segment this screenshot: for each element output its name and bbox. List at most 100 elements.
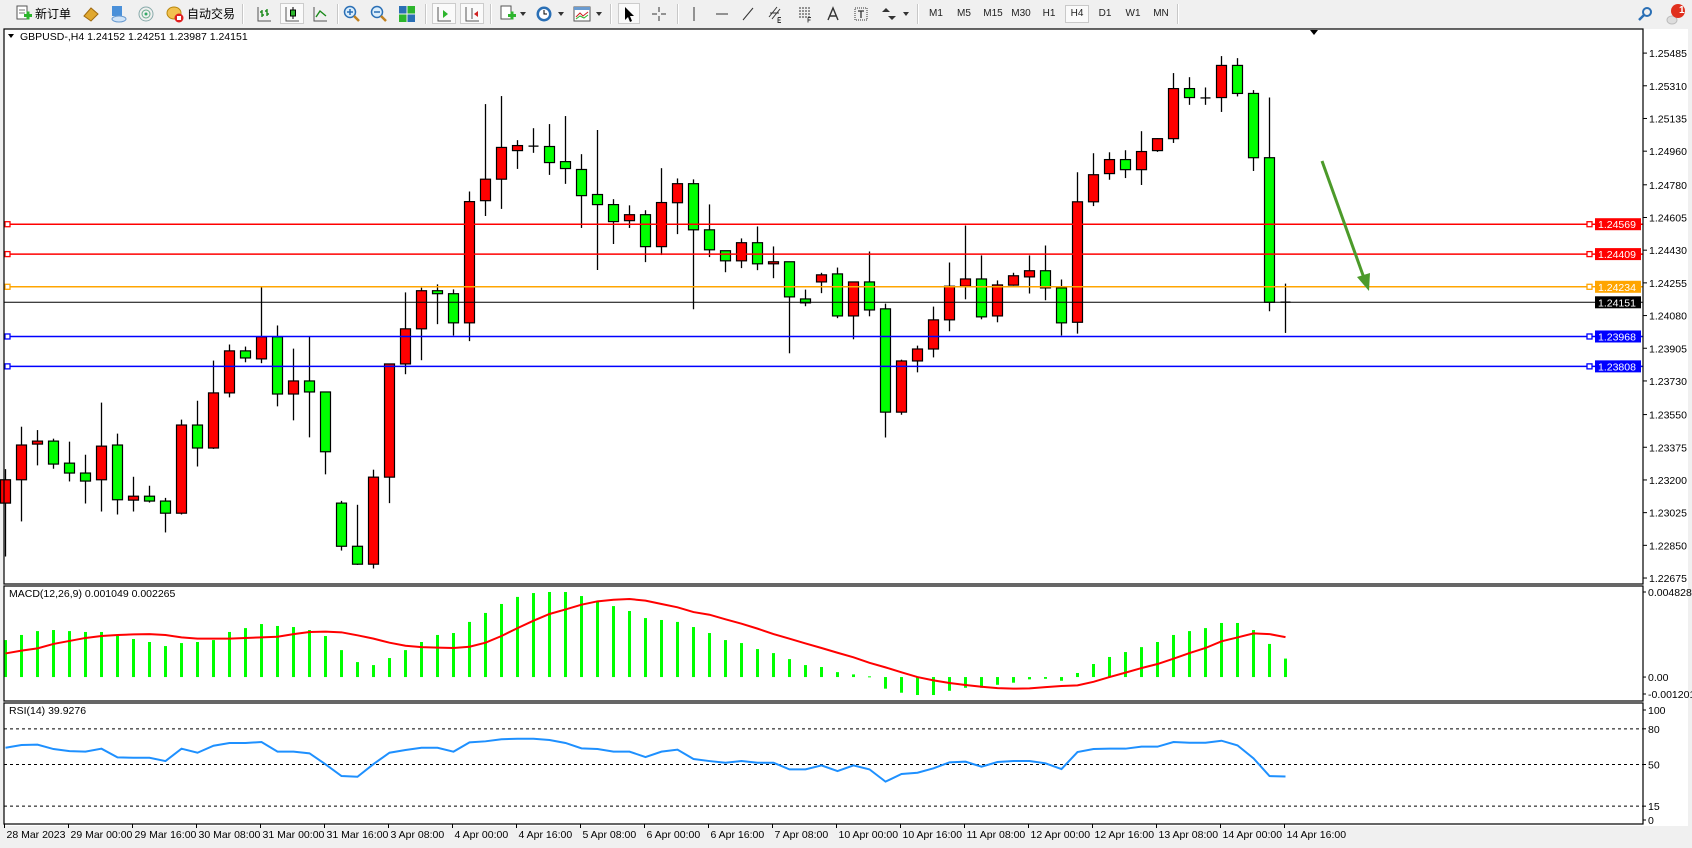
level-handle-left[interactable] — [4, 250, 11, 258]
timeframe-w1[interactable]: W1 — [1125, 8, 1141, 19]
candle[interactable] — [159, 497, 172, 533]
candle[interactable] — [703, 204, 716, 258]
candle[interactable] — [911, 345, 924, 373]
chart-shift-button[interactable] — [460, 3, 484, 24]
auto-trading-button[interactable]: 自动交易 — [163, 3, 237, 24]
candle[interactable] — [543, 124, 556, 175]
candle[interactable] — [1247, 90, 1260, 171]
candle[interactable] — [895, 359, 908, 415]
candle[interactable] — [495, 96, 508, 209]
level-handle-right[interactable] — [1586, 283, 1593, 290]
candle[interactable] — [31, 430, 44, 466]
candle[interactable] — [415, 287, 428, 361]
line-chart-button[interactable] — [310, 3, 330, 24]
candle[interactable] — [447, 289, 460, 336]
candle[interactable] — [783, 261, 796, 354]
candle[interactable] — [575, 154, 588, 228]
bar-chart-button[interactable] — [254, 3, 274, 24]
candle[interactable] — [463, 191, 476, 342]
candle[interactable] — [528, 128, 539, 153]
rsi-pane[interactable] — [4, 728, 1643, 807]
level-handle-right[interactable] — [1586, 221, 1593, 228]
notifications-button[interactable]: 1 — [1664, 3, 1688, 24]
candle[interactable] — [607, 199, 620, 245]
candle[interactable] — [751, 226, 764, 271]
candle[interactable] — [1007, 272, 1020, 286]
periods-button[interactable] — [534, 3, 554, 24]
candle[interactable] — [207, 360, 220, 449]
candle[interactable] — [927, 306, 940, 358]
candle[interactable] — [1103, 152, 1116, 180]
candle[interactable] — [1183, 77, 1196, 105]
candle[interactable] — [511, 140, 524, 169]
candle[interactable] — [687, 179, 700, 310]
candle[interactable] — [815, 272, 828, 294]
candle[interactable] — [63, 441, 76, 482]
macd-pane[interactable] — [4, 591, 1287, 696]
candle[interactable] — [1167, 73, 1180, 143]
candle[interactable] — [239, 346, 252, 363]
candle[interactable] — [319, 391, 332, 475]
level-handle-left[interactable] — [4, 333, 11, 340]
candle[interactable] — [15, 426, 28, 522]
arrows-button[interactable] — [879, 3, 899, 24]
horizontal-line-button[interactable] — [712, 3, 732, 24]
candle[interactable] — [1055, 279, 1068, 336]
auto-scroll-button[interactable] — [432, 3, 456, 24]
symbol-menu-triangle-icon[interactable] — [8, 34, 14, 38]
candle[interactable] — [1135, 131, 1148, 185]
candle[interactable] — [367, 469, 380, 569]
level-handle-left[interactable] — [4, 363, 11, 370]
candle[interactable] — [559, 116, 572, 184]
timeframe-m5[interactable]: M5 — [957, 8, 971, 19]
text-button[interactable] — [823, 3, 843, 24]
candle[interactable] — [1200, 87, 1211, 105]
candle[interactable] — [1119, 150, 1132, 179]
new-order-button[interactable]: 新订单 — [14, 3, 72, 24]
candle[interactable] — [127, 476, 140, 512]
indicators-button[interactable] — [498, 3, 518, 24]
timeframe-d1[interactable]: D1 — [1098, 8, 1112, 19]
candle[interactable] — [799, 289, 812, 307]
candle[interactable] — [287, 348, 300, 421]
candle[interactable] — [143, 485, 156, 503]
candle[interactable] — [479, 104, 492, 216]
market-watch-button[interactable] — [81, 3, 101, 24]
candle[interactable] — [0, 469, 12, 557]
candle[interactable] — [1231, 58, 1244, 97]
level-handle-left[interactable] — [4, 221, 11, 228]
candle[interactable] — [303, 336, 316, 438]
text-label-button[interactable] — [851, 3, 871, 24]
candle[interactable] — [1215, 56, 1228, 112]
zoom-out-button[interactable] — [369, 3, 389, 24]
templates-button[interactable] — [572, 3, 592, 24]
timeframe-mn[interactable]: MN — [1153, 8, 1169, 19]
candle[interactable] — [1071, 172, 1084, 334]
candle[interactable] — [831, 267, 844, 319]
search-button[interactable] — [1636, 3, 1654, 24]
timeframe-m30[interactable]: M30 — [1011, 8, 1031, 19]
tile-windows-button[interactable] — [397, 3, 417, 24]
trendline-button[interactable] — [738, 3, 758, 24]
equidistant-channel-button[interactable] — [765, 3, 785, 24]
candle[interactable] — [399, 292, 412, 375]
candle[interactable] — [383, 363, 396, 504]
candle[interactable] — [767, 246, 780, 279]
candle[interactable] — [223, 344, 236, 398]
timeframe-h4[interactable]: H4 — [1065, 5, 1089, 23]
zoom-in-button[interactable] — [342, 3, 362, 24]
candle[interactable] — [47, 438, 60, 469]
candle[interactable] — [863, 251, 876, 317]
level-handle-right[interactable] — [1586, 250, 1593, 258]
candle[interactable] — [591, 130, 604, 270]
candle[interactable] — [175, 419, 188, 515]
candlestick-button[interactable] — [280, 3, 304, 24]
annotation-arrow[interactable] — [1320, 160, 1370, 291]
candle[interactable] — [95, 402, 108, 512]
candle[interactable] — [1087, 153, 1100, 207]
fibonacci-button[interactable] — [795, 3, 815, 24]
vertical-line-button[interactable] — [684, 3, 704, 24]
level-handle-left[interactable] — [4, 283, 11, 290]
cursor-button[interactable] — [618, 3, 640, 24]
